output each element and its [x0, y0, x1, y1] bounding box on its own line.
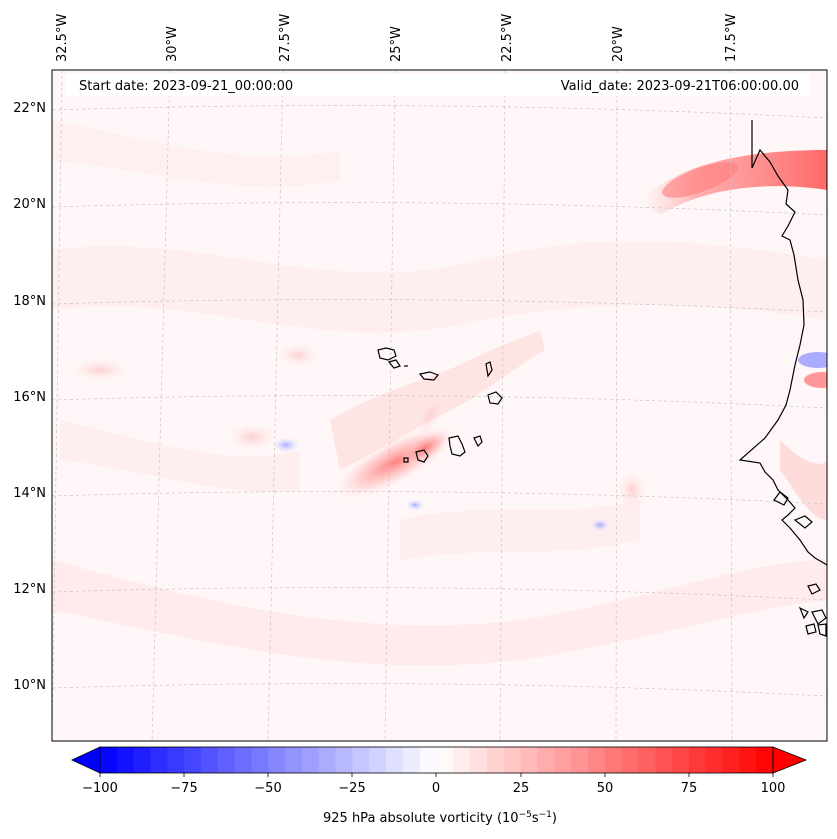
colorbar: −100 −75 −50 −25 0 25 50 75 100 925 hPa … [71, 746, 808, 826]
colorbar-segment [571, 747, 589, 773]
colorbar-segment [335, 747, 353, 773]
colorbar-segment [520, 747, 538, 773]
colorbar-segment [386, 747, 404, 773]
lon-label: 30°W [165, 26, 180, 62]
lat-label: 16°N [13, 390, 46, 405]
lat-label: 14°N [13, 486, 46, 501]
colorbar-segment [436, 747, 454, 773]
colorbar-segment [184, 747, 202, 773]
colorbar-segment [621, 747, 639, 773]
lat-label: 18°N [13, 294, 46, 309]
lon-label: 22.5°W [500, 14, 515, 62]
colorbar-segment [705, 747, 723, 773]
colorbar-segment [756, 747, 774, 773]
start-date-label: Start date: 2023-09-21_00:00:00 [79, 79, 293, 94]
colorbar-segment [217, 747, 235, 773]
colorbar-segment [234, 747, 252, 773]
lon-label: 17.5°W [724, 14, 739, 62]
colorbar-segment [419, 747, 437, 773]
colorbar-segment [486, 747, 505, 773]
colorbar-ticks [99, 773, 774, 777]
lon-label: 32.5°W [55, 14, 70, 62]
colorbar-segment [655, 747, 673, 773]
colorbar-tick-label: −25 [338, 781, 365, 796]
colorbar-segment [318, 747, 336, 773]
latitude-labels: 22°N 20°N 18°N 16°N 14°N 12°N 10°N [13, 101, 46, 693]
colorbar-segment [453, 747, 471, 773]
lat-label: 10°N [13, 678, 46, 693]
colorbar-min-extend [71, 746, 101, 774]
colorbar-segment [503, 747, 522, 773]
colorbar-segment [554, 747, 572, 773]
coastlines [377, 120, 827, 637]
colorbar-segment [150, 747, 168, 773]
colorbar-tick-label: −100 [82, 781, 118, 796]
colorbar-segment [470, 747, 488, 773]
lat-label: 12°N [13, 582, 46, 597]
colorbar-segment [369, 747, 387, 773]
colorbar-segment [100, 747, 118, 773]
colorbar-tick-labels: −100 −75 −50 −25 0 25 50 75 100 [82, 781, 785, 796]
longitude-labels: 32.5°W 30°W 27.5°W 25°W 22.5°W 20°W 17.5… [55, 14, 739, 62]
map-frame [51, 69, 828, 742]
colorbar-max-extend [772, 746, 808, 774]
colorbar-segment [352, 747, 370, 773]
graticule [52, 70, 827, 741]
colorbar-segment [739, 747, 757, 773]
colorbar-tick-label: 50 [597, 781, 614, 796]
lat-label: 20°N [13, 197, 46, 212]
colorbar-segment [537, 747, 555, 773]
colorbar-tick-label: 0 [432, 781, 440, 796]
colorbar-segment [402, 747, 421, 773]
colorbar-segment [285, 747, 303, 773]
map-plot-area [51, 69, 828, 742]
colorbar-segment [301, 747, 320, 773]
colorbar-segment [638, 747, 656, 773]
colorbar-segment [688, 747, 707, 773]
africa-coastline [738, 120, 827, 566]
colorbar-tick-label: −75 [170, 781, 197, 796]
colorbar-tick-label: 75 [681, 781, 698, 796]
colorbar-segment [587, 747, 606, 773]
header-band [66, 74, 810, 96]
lon-label: 20°W [611, 26, 626, 62]
colorbar-segment [251, 747, 269, 773]
colorbar-tick-label: 100 [761, 781, 786, 796]
colorbar-segment [167, 747, 185, 773]
colorbar-tick-label: −50 [254, 781, 281, 796]
colorbar-label: 925 hPa absolute vorticity (10−5s−1) [323, 810, 557, 826]
colorbar-segment [116, 747, 135, 773]
colorbar-segment [722, 747, 740, 773]
colorbar-segment [133, 747, 151, 773]
colorbar-segment [200, 747, 219, 773]
colorbar-segment [268, 747, 286, 773]
santo-antao-island [377, 347, 397, 361]
colorbar-tick-label: 25 [513, 781, 530, 796]
valid-date-label: Valid_date: 2023-09-21T06:00:00.00 [561, 79, 799, 94]
colorbar-segments [100, 747, 774, 773]
lon-label: 27.5°W [278, 14, 293, 62]
colorbar-segment [604, 747, 622, 773]
colorbar-segment [672, 747, 690, 773]
vorticity-field [52, 120, 827, 666]
lat-label: 22°N [13, 101, 46, 116]
lon-label: 25°W [389, 26, 404, 62]
